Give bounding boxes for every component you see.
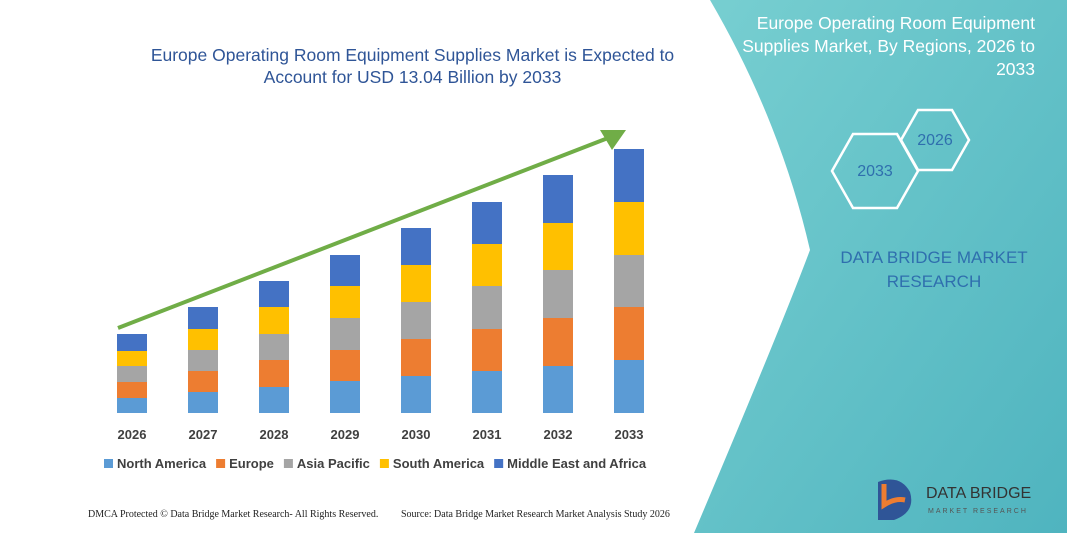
bar-segment <box>401 376 431 413</box>
bar-segment <box>259 334 289 360</box>
bar-segment <box>614 307 644 360</box>
bar-segment <box>543 270 573 318</box>
legend-swatch <box>494 459 504 468</box>
bar-segment <box>117 334 147 351</box>
legend-swatch <box>379 459 389 468</box>
bar-segment <box>117 382 147 398</box>
x-tick-label: 2032 <box>544 427 573 442</box>
bar-segment <box>614 360 644 413</box>
legend-label: Asia Pacific <box>297 456 370 471</box>
bar-segment <box>259 307 289 334</box>
x-tick-label: 2029 <box>331 427 360 442</box>
bar-segment <box>543 318 573 366</box>
legend-label: North America <box>117 456 207 471</box>
bar-segment <box>543 366 573 413</box>
bar-segment <box>472 202 502 244</box>
bar-segment <box>401 302 431 339</box>
trend-arrow <box>117 136 609 330</box>
bar-segment <box>543 175 573 223</box>
bar-segment <box>259 360 289 387</box>
hexagon-label: 2033 <box>857 163 893 180</box>
bar-segment <box>330 350 360 381</box>
hexagon-label: 2026 <box>917 132 953 149</box>
bar-segment <box>472 286 502 329</box>
bar-segment <box>614 255 644 307</box>
chart-title: Europe Operating Room Equipment Supplies… <box>150 45 675 87</box>
bar-segment <box>188 371 218 392</box>
bar-segment <box>472 244 502 286</box>
bar-segment <box>543 223 573 270</box>
legend-label: South America <box>393 456 485 471</box>
bar-segment <box>330 381 360 413</box>
bar-segment <box>401 339 431 376</box>
bar-segment <box>188 350 218 371</box>
footer-right: Source: Data Bridge Market Research Mark… <box>401 509 670 520</box>
bar-segment <box>472 329 502 371</box>
legend-swatch <box>283 459 293 468</box>
logo-icon <box>881 484 906 510</box>
hexagon <box>899 108 971 172</box>
x-tick-label: 2030 <box>402 427 431 442</box>
legend-swatch <box>104 459 113 468</box>
x-tick-label: 2026 <box>118 427 147 442</box>
bar-segment <box>188 307 218 329</box>
bar-segment <box>259 281 289 307</box>
x-tick-label: 2033 <box>615 427 644 442</box>
x-tick-label: 2031 <box>473 427 502 442</box>
x-tick-label: 2027 <box>189 427 218 442</box>
legend-label: Europe <box>229 456 274 471</box>
bar-segment <box>117 366 147 382</box>
brand: DATA BRIDGE MARKET RESEARCH <box>840 248 1028 291</box>
bar-segment <box>614 202 644 255</box>
panel-title: Europe Operating Room Equipment Supplies… <box>742 13 1035 79</box>
bar-segment <box>401 265 431 302</box>
legend-label: Middle East and Africa <box>507 456 647 471</box>
trend-arrow-head <box>600 130 626 150</box>
footer-left: DMCA Protected © Data Bridge Market Rese… <box>88 509 379 520</box>
x-tick-label: 2028 <box>260 427 289 442</box>
bar-segment <box>117 398 147 413</box>
side-panel-bg <box>694 0 1067 533</box>
bar-segment <box>330 286 360 318</box>
bar-segment <box>401 228 431 265</box>
logo-name: DATA BRIDGE <box>926 485 1031 502</box>
bar-segment <box>188 392 218 413</box>
bar-segment <box>259 387 289 413</box>
legend-swatch <box>216 459 226 468</box>
bar-segment <box>614 149 644 202</box>
bar-segment <box>472 371 502 413</box>
bar-segment <box>330 255 360 286</box>
bar-segment <box>117 351 147 366</box>
bar-segment <box>330 318 360 350</box>
logo-tagline: MARKET RESEARCH <box>928 508 1028 515</box>
bar-segment <box>188 329 218 350</box>
